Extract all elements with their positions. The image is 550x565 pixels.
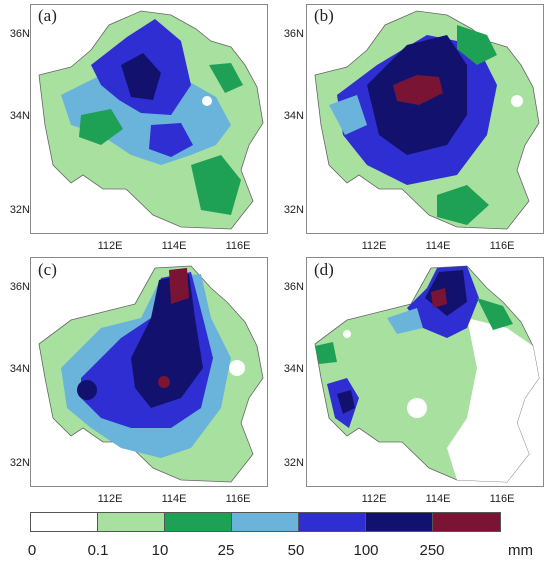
xtick-116e-d: 116E <box>489 493 515 505</box>
map-frame-a <box>30 4 268 234</box>
precip-map-c <box>38 265 264 483</box>
colorbar-label-1: 0.1 <box>87 542 109 559</box>
colorbar-segment-3 <box>232 513 299 531</box>
colorbar-segment-5 <box>366 513 433 531</box>
colorbar-segment-6 <box>433 513 500 531</box>
ytick-36n-b: 36N <box>283 28 304 40</box>
xtick-116e-c: 116E <box>225 493 251 505</box>
ytick-34n-b: 34N <box>283 110 304 122</box>
ytick-34n-c: 34N <box>9 363 30 375</box>
xtick-112e-c: 112E <box>97 493 123 505</box>
xtick-112e-a: 112E <box>97 240 123 252</box>
panel-label-d: (d) <box>314 260 334 279</box>
colorbar-segment-4 <box>299 513 366 531</box>
panel-label-b: (b) <box>314 6 334 25</box>
colorbar-segment-1 <box>98 513 165 531</box>
colorbar-segment-2 <box>165 513 232 531</box>
map-frame-c <box>30 257 268 487</box>
ytick-32n-d: 32N <box>283 457 304 469</box>
colorbar-unit: mm <box>508 542 533 559</box>
map-frame-b <box>306 4 544 234</box>
ytick-36n-c: 36N <box>9 281 30 293</box>
xtick-116e-a: 116E <box>225 240 251 252</box>
colorbar <box>30 512 501 532</box>
xtick-114e-d: 114E <box>425 493 451 505</box>
precip-map-d <box>314 265 540 483</box>
colorbar-label-0: 0 <box>27 542 37 559</box>
xtick-114e-b: 114E <box>425 240 451 252</box>
colorbar-label-4: 50 <box>287 542 305 559</box>
ytick-32n-c: 32N <box>9 457 30 469</box>
colorbar-segment-0 <box>31 513 98 531</box>
ytick-36n-d: 36N <box>283 281 304 293</box>
xtick-114e-c: 114E <box>161 493 187 505</box>
ytick-34n-a: 34N <box>9 110 30 122</box>
ytick-32n-a: 32N <box>9 204 30 216</box>
panel-label-a: (a) <box>38 6 57 25</box>
ytick-36n-a: 36N <box>9 28 30 40</box>
xtick-112e-d: 112E <box>361 493 387 505</box>
map-frame-d <box>306 257 544 487</box>
xtick-114e-a: 114E <box>161 240 187 252</box>
precip-map-a <box>38 10 264 230</box>
ytick-32n-b: 32N <box>283 204 304 216</box>
xtick-116e-b: 116E <box>489 240 515 252</box>
precip-map-b <box>314 10 540 230</box>
colorbar-label-6: 250 <box>419 542 445 559</box>
colorbar-label-3: 25 <box>217 542 235 559</box>
ytick-34n-d: 34N <box>283 363 304 375</box>
xtick-112e-b: 112E <box>361 240 387 252</box>
panel-label-c: (c) <box>38 260 57 279</box>
colorbar-label-2: 10 <box>151 542 169 559</box>
colorbar-label-5: 100 <box>353 542 379 559</box>
